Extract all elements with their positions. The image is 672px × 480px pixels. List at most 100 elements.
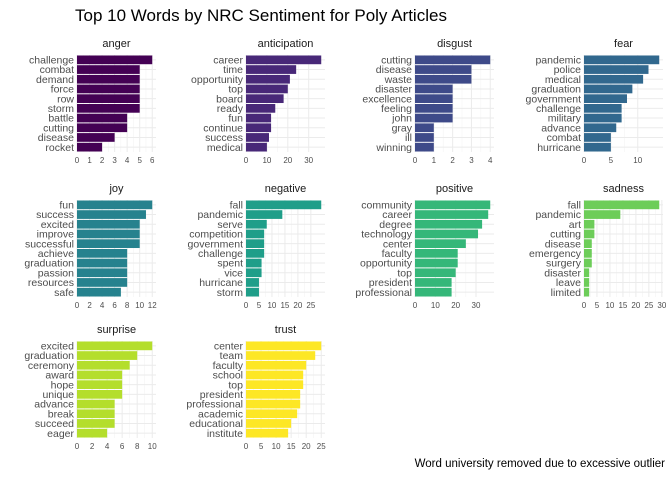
bar-positive-president [415, 278, 452, 287]
x-tick-label: 5 [259, 442, 264, 451]
category-label: military [548, 113, 582, 125]
chart-caption: Word university removed due to excessive… [414, 458, 665, 470]
bar-anticipation-ready [246, 103, 276, 113]
category-label: disaster [544, 267, 581, 279]
facet-panel-trust: trust centerteamfacultyschooltoppresident… [186, 324, 326, 451]
x-tick-label: 0 [582, 301, 587, 310]
bar-disgust-disaster [415, 84, 453, 94]
bar-surprise-ceremony [77, 360, 130, 370]
bar-positive-career [415, 210, 489, 219]
bar-sadness-disease [584, 239, 592, 249]
x-tick-label: 15 [287, 442, 296, 451]
facet-title: disgust [437, 38, 472, 50]
x-tick-label: 0 [244, 442, 249, 451]
bar-sadness-cutting [584, 229, 595, 239]
category-label: john [391, 113, 412, 125]
x-tick-label: 10 [633, 156, 642, 165]
bar-sadness-fall [584, 200, 660, 210]
bar-trust-academic [246, 409, 298, 419]
category-label: passion [38, 267, 74, 279]
facet-panel-positive: positive communitycareerdegreetechnologyc… [355, 183, 494, 310]
x-tick-label: 5 [257, 301, 262, 310]
category-label: force [51, 84, 75, 96]
chart-title: Top 10 Words by NRC Sentiment for Poly A… [75, 6, 447, 25]
x-tick-label: 25 [644, 301, 653, 310]
facet-panel-fear: fear pandemicpolicemedicalgraduationgover… [526, 38, 663, 165]
bar-anger-battle [77, 113, 128, 123]
category-label: police [554, 64, 582, 76]
category-label: school [213, 370, 243, 382]
x-tick-label: 30 [472, 301, 481, 310]
category-label: top [228, 84, 243, 96]
bar-sadness-surgery [584, 258, 592, 268]
category-label: winning [375, 142, 412, 154]
category-label: professional [355, 287, 412, 299]
x-tick-label: 2 [100, 156, 105, 165]
bar-anger-challenge [77, 55, 153, 65]
bar-anger-disease [77, 133, 115, 142]
bar-surprise-graduation [77, 351, 138, 360]
bar-trust-school [246, 370, 304, 380]
bar-disgust-excellence [415, 94, 453, 104]
facet-title: sadness [603, 183, 644, 195]
bar-surprise-break [77, 409, 115, 419]
category-label: cutting [43, 122, 74, 134]
x-tick-label: 5 [609, 156, 614, 165]
bar-joy-safe [77, 287, 121, 297]
category-label: fall [568, 199, 581, 211]
category-label: medical [545, 74, 581, 86]
x-tick-label: 2 [87, 301, 92, 310]
x-tick-label: 0 [75, 442, 80, 451]
bar-fear-hurricane [584, 142, 611, 152]
facet-panel-surprise: surprise excitedgraduationceremonyawardho… [24, 324, 157, 451]
bar-trust-top [246, 380, 304, 390]
bar-sadness-emergency [584, 248, 592, 258]
category-label: government [526, 93, 582, 105]
bar-negative-fall [246, 200, 322, 210]
x-tick-label: 1 [87, 156, 92, 165]
x-tick-label: 0 [582, 156, 587, 165]
category-label: disease [376, 64, 412, 76]
category-label: board [216, 93, 243, 105]
facet-panel-disgust: disgust cuttingdiseasewastedisasterexcell… [362, 38, 494, 165]
category-label: improve [37, 229, 75, 241]
facet-panel-anger: anger challengecombatdemandforcerowstormb… [29, 38, 156, 165]
bar-positive-professional [415, 287, 452, 297]
category-label: career [382, 209, 412, 221]
x-tick-label: 20 [631, 301, 640, 310]
x-tick-label: 4 [105, 442, 110, 451]
category-label: government [188, 238, 244, 250]
bar-positive-technology [415, 229, 479, 239]
x-tick-label: 3 [112, 156, 117, 165]
bar-joy-achieve [77, 248, 128, 258]
bar-disgust-waste [415, 74, 472, 84]
category-label: continue [203, 122, 243, 134]
category-label: waste [384, 74, 413, 86]
category-label: degree [379, 219, 412, 231]
category-label: community [361, 199, 413, 211]
category-label: center [383, 238, 413, 250]
category-label: technology [361, 229, 413, 241]
category-label: feeling [381, 103, 412, 115]
category-label: surgery [546, 258, 582, 270]
category-label: ill [405, 132, 412, 144]
x-tick-label: 20 [293, 301, 302, 310]
bar-joy-graduation [77, 258, 128, 268]
bar-disgust-gray [415, 123, 434, 133]
x-tick-label: 20 [283, 156, 292, 165]
category-label: break [48, 408, 75, 420]
facet-title: negative [265, 183, 307, 195]
category-label: storm [48, 103, 75, 115]
category-label: gray [392, 122, 413, 134]
category-label: competition [189, 229, 243, 241]
category-label: graduation [24, 258, 74, 270]
bar-trust-center [246, 341, 322, 351]
category-label: pandemic [535, 209, 581, 221]
x-tick-label: 0 [75, 156, 80, 165]
category-label: faculty [213, 360, 244, 372]
bar-fear-police [584, 65, 649, 74]
category-label: faculty [382, 248, 413, 260]
category-label: emergency [529, 248, 582, 260]
category-label: center [214, 340, 244, 352]
